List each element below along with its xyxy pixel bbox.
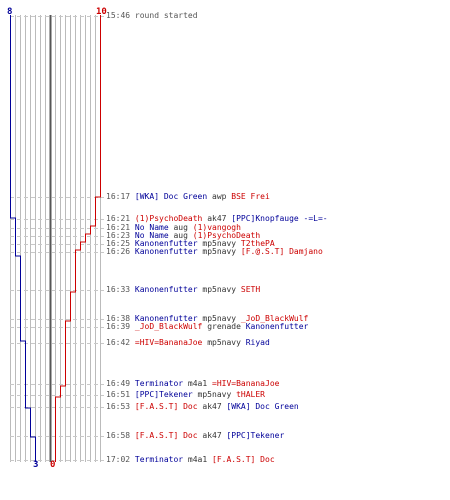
blue-score-end: 3 (33, 460, 39, 470)
event-row: 17:02 Terminator m4a1 [F.A.S.T] Doc (106, 455, 275, 464)
event-row: 16:42 =HIV=BananaJoe mp5navy Riyad (106, 338, 270, 347)
red-team-line (55, 15, 101, 462)
red-score-end: 0 (50, 460, 56, 470)
blue-team-line (10, 15, 36, 462)
event-row: 16:23 No Name aug (1)PsychoDeath (106, 231, 261, 240)
event-row: 16:26 Kanonenfutter mp5navy [F.@.S.T] Da… (106, 247, 323, 256)
event-row: 16:17 [WKA] Doc Green awp BSE Frei (106, 192, 270, 201)
event-row: 16:21 No Name aug (1)vangogh (106, 223, 241, 232)
event-row: 16:39 _JoD_BlackWulf grenade Kanonenfutt… (106, 322, 309, 331)
event-row: 16:38 Kanonenfutter mp5navy _JoD_BlackWu… (106, 314, 309, 323)
event-row: 16:25 Kanonenfutter mp5navy T2thePA (106, 239, 275, 248)
event-row: 16:58 [F.A.S.T] Doc ak47 [PPC]Tekener (106, 431, 285, 440)
event-row: 16:53 [F.A.S.T] Doc ak47 [WKA] Doc Green (106, 402, 299, 411)
event-row: 16:21 (1)PsychoDeath ak47 [PPC]Knopfauge… (106, 214, 328, 223)
event-row: 15:46 round started (106, 11, 198, 20)
red-score-start: 10 (96, 7, 107, 17)
event-row: 16:33 Kanonenfutter mp5navy SETH (106, 285, 261, 294)
event-row: 16:51 [PPC]Tekener mp5navy tHALER (106, 390, 265, 399)
event-row: 16:49 Terminator m4a1 =HIV=BananaJoe (106, 379, 280, 388)
blue-score-start: 8 (7, 7, 13, 17)
